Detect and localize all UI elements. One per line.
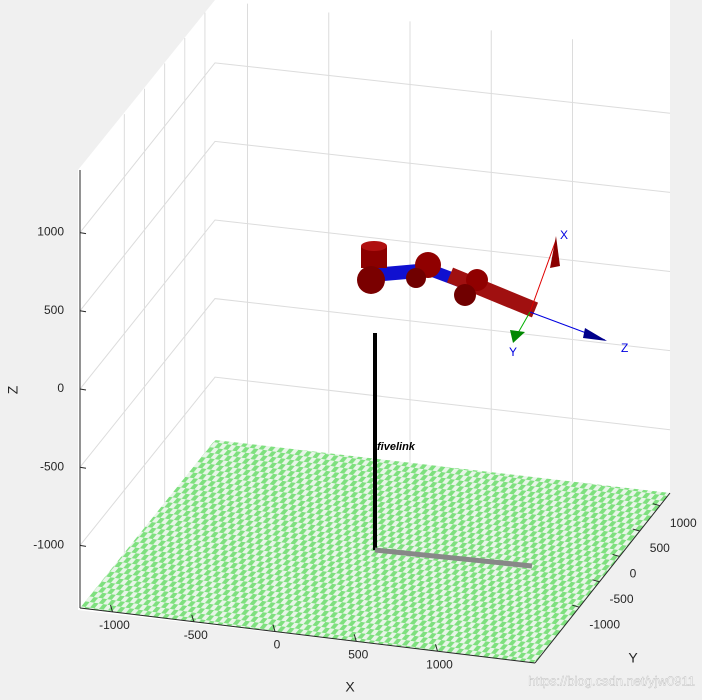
grid-line bbox=[79, 140, 671, 312]
grid-line bbox=[79, 219, 671, 390]
y-tick-label: 500 bbox=[650, 541, 670, 555]
frame-arrow bbox=[550, 236, 560, 268]
tick-mark bbox=[592, 579, 600, 583]
tick-mark bbox=[572, 604, 580, 608]
joint bbox=[361, 246, 387, 268]
y-tick-label: -1000 bbox=[589, 617, 620, 631]
watermark: https://blog.csdn.net/yjw0911 bbox=[528, 673, 695, 688]
z-tick-label: -1000 bbox=[33, 538, 64, 552]
x-tick-label: 0 bbox=[274, 638, 281, 652]
frame-arrow bbox=[583, 328, 607, 341]
x-tick-label: -500 bbox=[184, 628, 208, 642]
tick-mark bbox=[79, 388, 87, 391]
y-tick-label: 1000 bbox=[670, 516, 697, 530]
frame-axis bbox=[529, 239, 557, 313]
robot: fivelink X Y Z bbox=[357, 228, 628, 569]
axis-line bbox=[79, 607, 536, 664]
frame-arrow bbox=[510, 330, 525, 343]
x-tick-label: 1000 bbox=[426, 657, 453, 671]
z-tick-label: -500 bbox=[40, 459, 64, 473]
grid-line bbox=[79, 62, 671, 233]
ticks: -1000-50005001000-1000-50005001000-1000-… bbox=[33, 170, 697, 671]
x-tick-label: 500 bbox=[348, 648, 368, 662]
x-tick-label: -1000 bbox=[99, 618, 130, 632]
grid bbox=[79, 3, 671, 553]
tick-mark bbox=[612, 553, 620, 557]
tick-mark bbox=[353, 634, 357, 642]
tick-mark bbox=[79, 544, 87, 547]
z-tick-label: 1000 bbox=[37, 225, 64, 239]
frame-label: Y bbox=[509, 345, 517, 359]
z-tick-label: 500 bbox=[44, 303, 64, 317]
tick-mark bbox=[110, 604, 113, 613]
y-tick-label: -500 bbox=[609, 592, 633, 606]
robot-shadow bbox=[374, 547, 533, 569]
z-tick-label: 0 bbox=[57, 381, 64, 395]
tick-mark bbox=[632, 528, 640, 532]
y-axis-label: Y bbox=[628, 650, 638, 666]
tick-mark bbox=[652, 503, 661, 507]
grid-line bbox=[79, 376, 671, 546]
tick-mark bbox=[272, 624, 276, 632]
joint bbox=[406, 268, 426, 288]
axis-line bbox=[534, 492, 671, 664]
tick-mark bbox=[191, 614, 195, 622]
y-tick-label: 0 bbox=[630, 567, 637, 581]
tick-mark bbox=[435, 644, 438, 652]
x-axis-label: X bbox=[345, 679, 355, 695]
tick-mark bbox=[79, 232, 87, 235]
tick-mark bbox=[79, 466, 87, 469]
joint bbox=[466, 269, 488, 291]
joint bbox=[361, 241, 387, 251]
robot-name: fivelink bbox=[377, 441, 416, 453]
frame-label: Z bbox=[621, 341, 628, 355]
joint bbox=[454, 284, 476, 306]
tick-mark bbox=[79, 310, 87, 313]
link bbox=[446, 267, 539, 318]
joint bbox=[357, 266, 385, 294]
z-axis-label: Z bbox=[5, 385, 21, 394]
frame-label: X bbox=[560, 228, 568, 242]
